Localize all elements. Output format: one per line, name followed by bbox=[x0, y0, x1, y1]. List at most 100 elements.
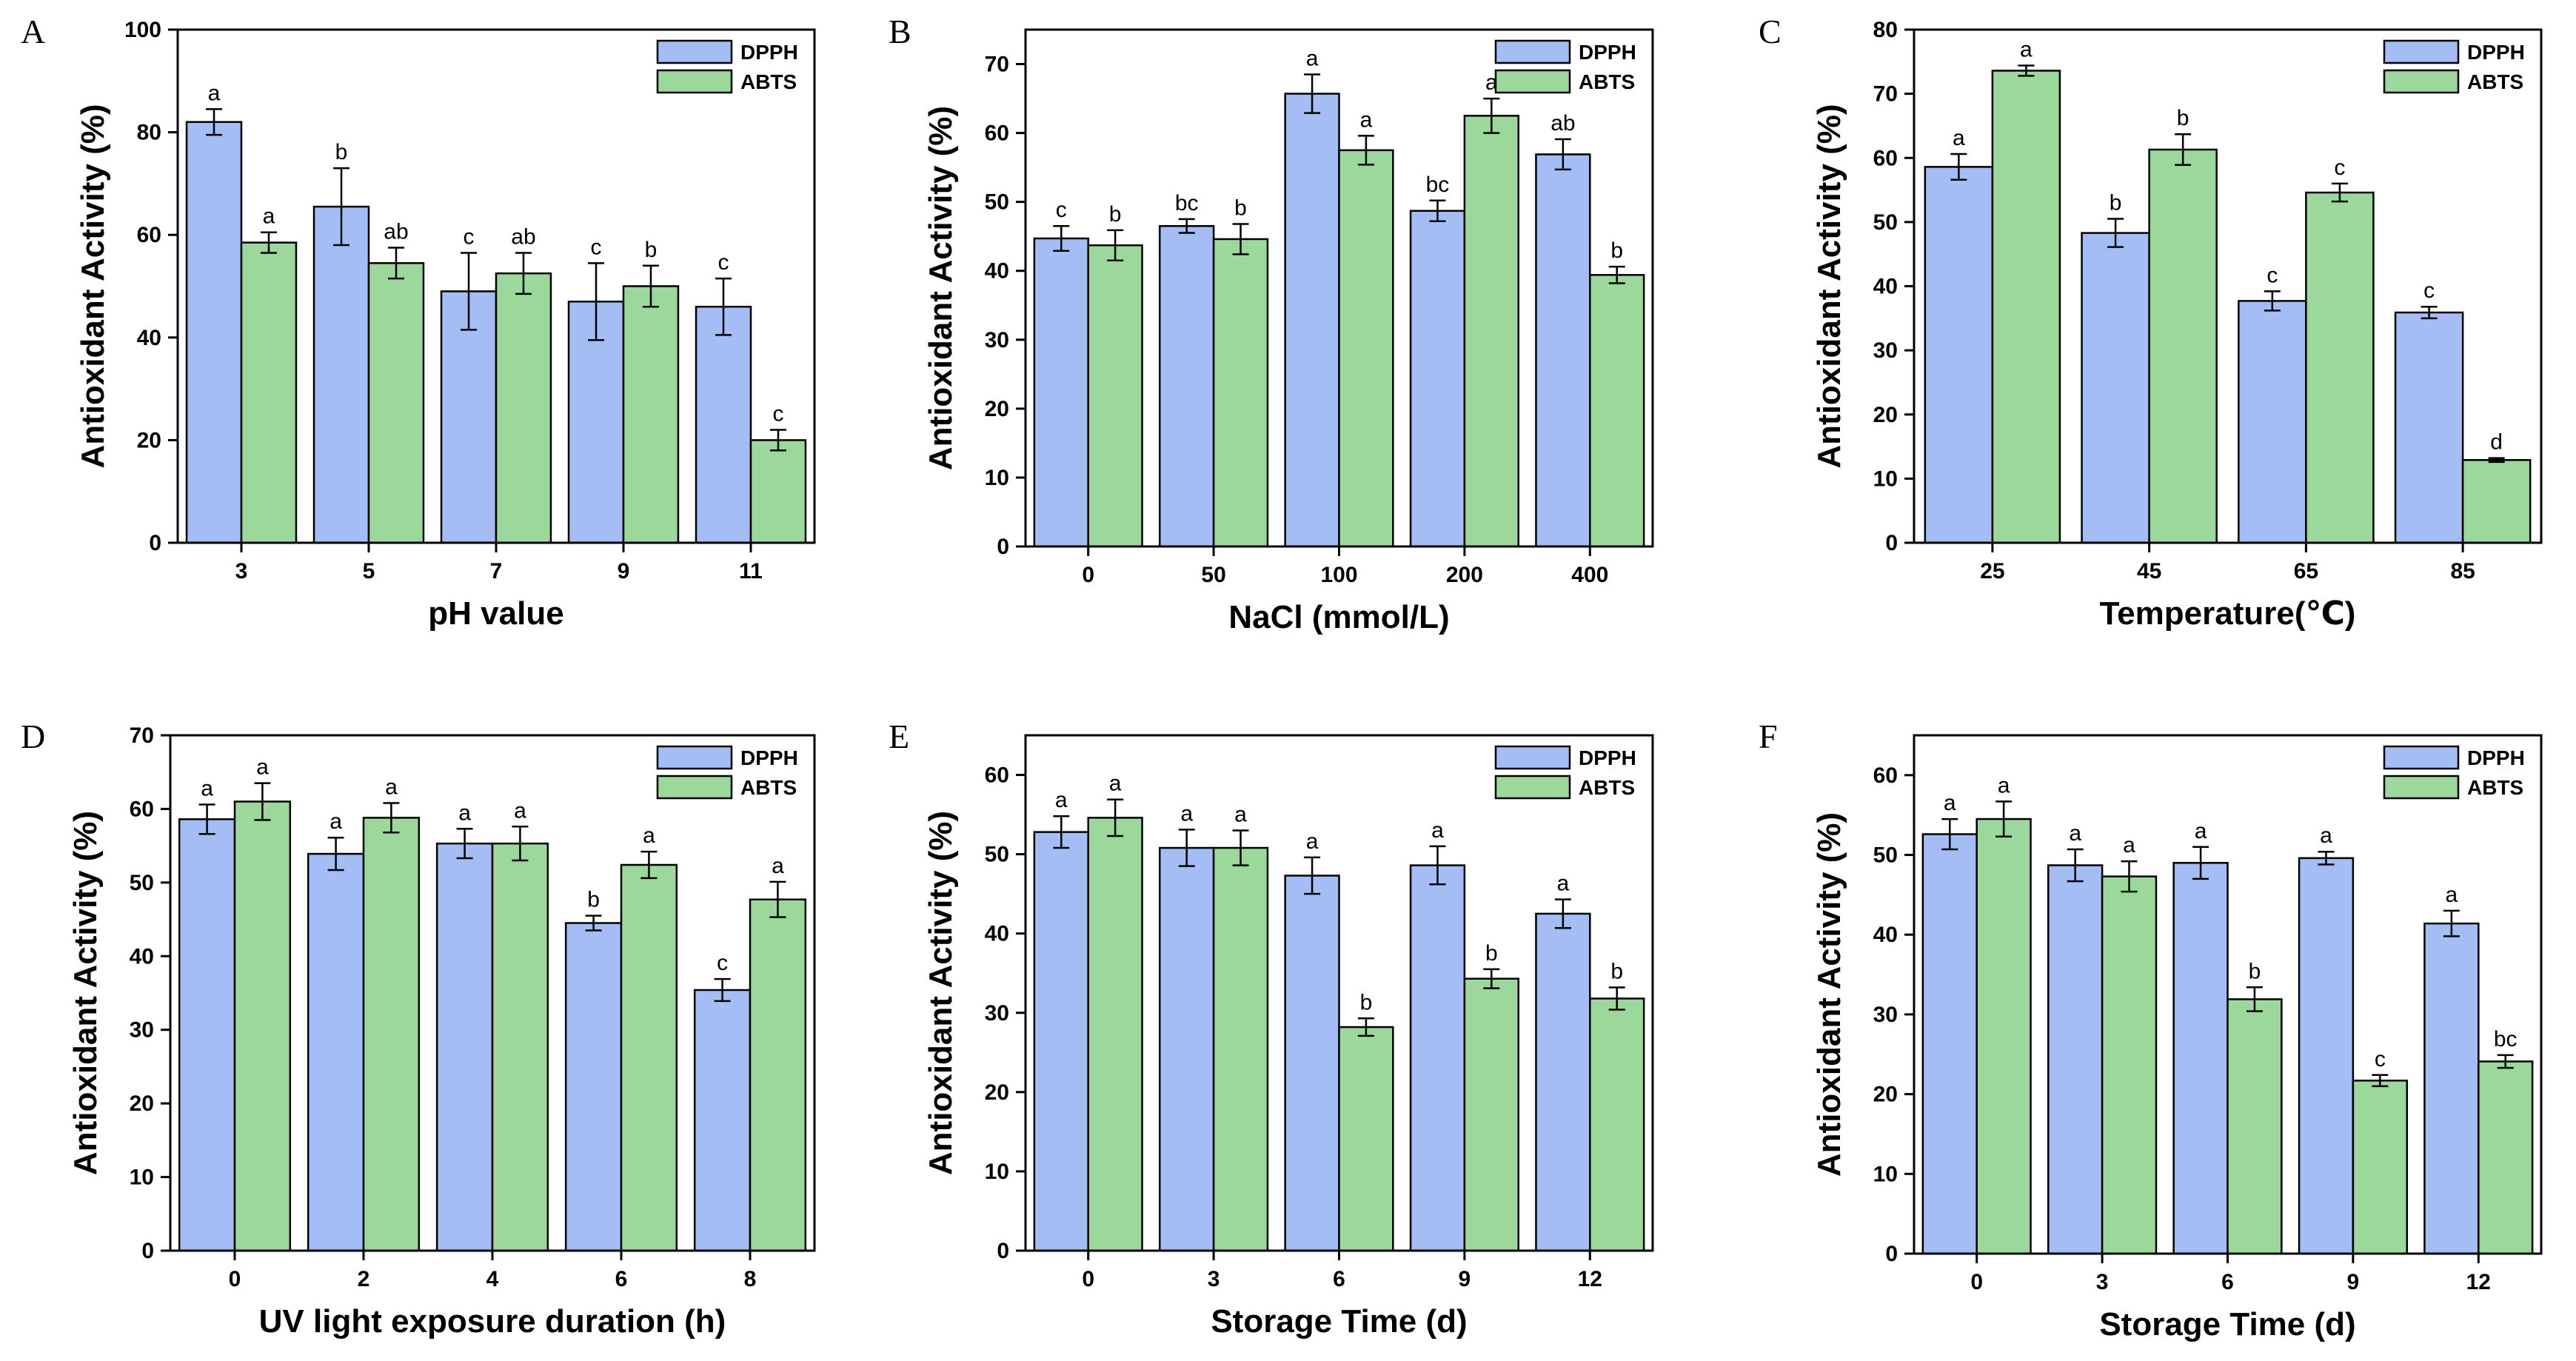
y-tick-label-f-2: 20 bbox=[1873, 1083, 1898, 1107]
x-axis-label-d: UV light exposure duration (h) bbox=[259, 1303, 726, 1340]
sig-letter-abts-c-3: d bbox=[2490, 430, 2503, 455]
x-tick-label-a-1: 5 bbox=[363, 559, 375, 583]
bar-abts-d-2 bbox=[491, 842, 549, 1252]
bar-abts-d-0 bbox=[233, 800, 292, 1252]
sig-letter-dpph-c-3: c bbox=[2423, 278, 2435, 303]
bar-dpph-d-2 bbox=[435, 842, 494, 1252]
legend-label-abts-e: ABTS bbox=[1579, 776, 1635, 799]
bar-dpph-d-0 bbox=[178, 818, 236, 1252]
bar-abts-e-4 bbox=[1589, 997, 1645, 1252]
bar-abts-d-4 bbox=[749, 898, 807, 1252]
y-tick-label-a-1: 20 bbox=[137, 428, 161, 452]
x-tick-label-a-0: 3 bbox=[235, 559, 248, 583]
y-tick-label-c-3: 30 bbox=[1873, 338, 1898, 363]
bar-dpph-a-0 bbox=[185, 121, 243, 544]
x-tick-label-e-4: 12 bbox=[1578, 1267, 1602, 1291]
y-tick-label-c-2: 20 bbox=[1873, 403, 1898, 427]
sig-letter-dpph-f-2: a bbox=[2195, 819, 2207, 843]
sig-letter-abts-b-2: a bbox=[1360, 107, 1373, 132]
bar-abts-d-3 bbox=[620, 863, 678, 1252]
y-tick-label-d-5: 50 bbox=[130, 871, 154, 895]
bar-dpph-c-0 bbox=[1924, 166, 1994, 544]
x-tick-label-d-3: 6 bbox=[615, 1267, 628, 1291]
sig-letter-abts-c-1: b bbox=[2177, 106, 2189, 130]
bar-dpph-d-4 bbox=[693, 989, 752, 1252]
y-tick-label-c-7: 70 bbox=[1873, 82, 1898, 107]
x-axis-label-e: Storage Time (d) bbox=[1211, 1303, 1467, 1340]
sig-letter-abts-a-4: c bbox=[772, 402, 783, 427]
bar-abts-b-4 bbox=[1589, 274, 1645, 548]
sig-letter-abts-c-2: c bbox=[2334, 156, 2345, 180]
bar-dpph-f-0 bbox=[1921, 833, 1978, 1255]
bar-abts-c-2 bbox=[2305, 191, 2375, 544]
y-tick-label-a-0: 0 bbox=[149, 531, 161, 555]
y-tick-label-c-8: 80 bbox=[1873, 18, 1898, 42]
legend-label-dpph-a: DPPH bbox=[740, 41, 798, 64]
x-tick-label-b-2: 100 bbox=[1320, 563, 1357, 587]
bar-dpph-e-1 bbox=[1159, 846, 1215, 1252]
y-tick-label-e-1: 10 bbox=[985, 1160, 1009, 1184]
y-axis-label-f: Antioxidant Activity (%) bbox=[1811, 812, 1847, 1177]
bar-dpph-a-1 bbox=[312, 205, 370, 544]
bar-abts-b-2 bbox=[1338, 149, 1394, 548]
sig-letter-dpph-e-2: a bbox=[1306, 829, 1319, 854]
legend-label-abts-b: ABTS bbox=[1579, 70, 1635, 93]
legend-label-abts-f: ABTS bbox=[2467, 776, 2523, 799]
legend-swatch-dpph-f bbox=[2383, 745, 2460, 770]
y-tick-label-e-2: 20 bbox=[985, 1080, 1009, 1105]
x-tick-label-f-4: 12 bbox=[2466, 1270, 2491, 1294]
legend-swatch-abts-a bbox=[656, 69, 733, 94]
y-tick-label-b-4: 40 bbox=[985, 259, 1009, 284]
sig-letter-abts-b-1: b bbox=[1234, 195, 1247, 220]
bar-dpph-f-2 bbox=[2172, 862, 2229, 1255]
legend-label-abts-a: ABTS bbox=[740, 70, 797, 93]
sig-letter-abts-a-1: ab bbox=[384, 220, 408, 244]
bar-dpph-c-1 bbox=[2081, 232, 2150, 544]
bar-abts-f-0 bbox=[1976, 817, 2032, 1255]
y-tick-label-f-1: 10 bbox=[1873, 1162, 1898, 1186]
sig-letter-dpph-d-1: a bbox=[329, 809, 342, 834]
legend-swatch-abts-b bbox=[1494, 69, 1571, 94]
bar-dpph-b-2 bbox=[1284, 93, 1340, 548]
sig-letter-dpph-b-4: ab bbox=[1550, 111, 1575, 136]
y-tick-label-f-0: 0 bbox=[1885, 1242, 1898, 1266]
bar-dpph-c-3 bbox=[2394, 311, 2464, 544]
y-tick-label-a-5: 100 bbox=[124, 18, 161, 42]
y-tick-label-e-0: 0 bbox=[997, 1239, 1009, 1263]
y-tick-label-d-3: 30 bbox=[130, 1018, 154, 1043]
x-tick-label-c-2: 65 bbox=[2294, 559, 2318, 583]
sig-letter-abts-a-2: ab bbox=[511, 224, 535, 249]
x-axis-label-f: Storage Time (d) bbox=[2099, 1306, 2355, 1342]
y-tick-label-b-5: 50 bbox=[985, 190, 1009, 215]
y-tick-label-b-7: 70 bbox=[985, 53, 1009, 77]
y-axis-label-e: Antioxidant Activity (%) bbox=[923, 811, 959, 1175]
y-tick-label-e-6: 60 bbox=[985, 763, 1009, 788]
panel-letter-a: A bbox=[21, 13, 45, 50]
x-tick-label-c-0: 25 bbox=[1980, 559, 2004, 583]
sig-letter-abts-b-0: b bbox=[1109, 202, 1122, 227]
y-tick-label-d-4: 40 bbox=[130, 944, 154, 969]
x-tick-label-f-3: 9 bbox=[2347, 1270, 2360, 1294]
y-tick-label-d-0: 0 bbox=[141, 1239, 154, 1263]
bar-dpph-b-1 bbox=[1159, 224, 1215, 548]
sig-letter-abts-f-2: b bbox=[2249, 959, 2261, 983]
legend-swatch-dpph-e bbox=[1494, 745, 1571, 770]
sig-letter-abts-d-0: a bbox=[256, 755, 269, 780]
bar-abts-f-1 bbox=[2101, 875, 2158, 1255]
sig-letter-dpph-b-2: a bbox=[1306, 46, 1319, 70]
x-tick-label-a-2: 7 bbox=[490, 559, 503, 583]
y-axis-label-c: Antioxidant Activity (%) bbox=[1811, 104, 1847, 468]
sig-letter-dpph-e-0: a bbox=[1055, 788, 1068, 812]
sig-letter-abts-b-4: b bbox=[1610, 238, 1623, 263]
bar-abts-e-2 bbox=[1338, 1026, 1394, 1252]
y-tick-label-b-2: 20 bbox=[985, 397, 1009, 421]
x-tick-label-f-0: 0 bbox=[1970, 1270, 1983, 1294]
bar-dpph-c-2 bbox=[2238, 300, 2307, 544]
y-tick-label-d-7: 70 bbox=[130, 723, 154, 748]
y-tick-label-b-6: 60 bbox=[985, 121, 1009, 146]
sig-letter-abts-e-1: a bbox=[1234, 802, 1247, 826]
y-tick-label-c-0: 0 bbox=[1885, 531, 1898, 555]
x-tick-label-f-2: 6 bbox=[2221, 1270, 2234, 1294]
x-axis-label-c: Temperature(℃) bbox=[2100, 595, 2356, 632]
